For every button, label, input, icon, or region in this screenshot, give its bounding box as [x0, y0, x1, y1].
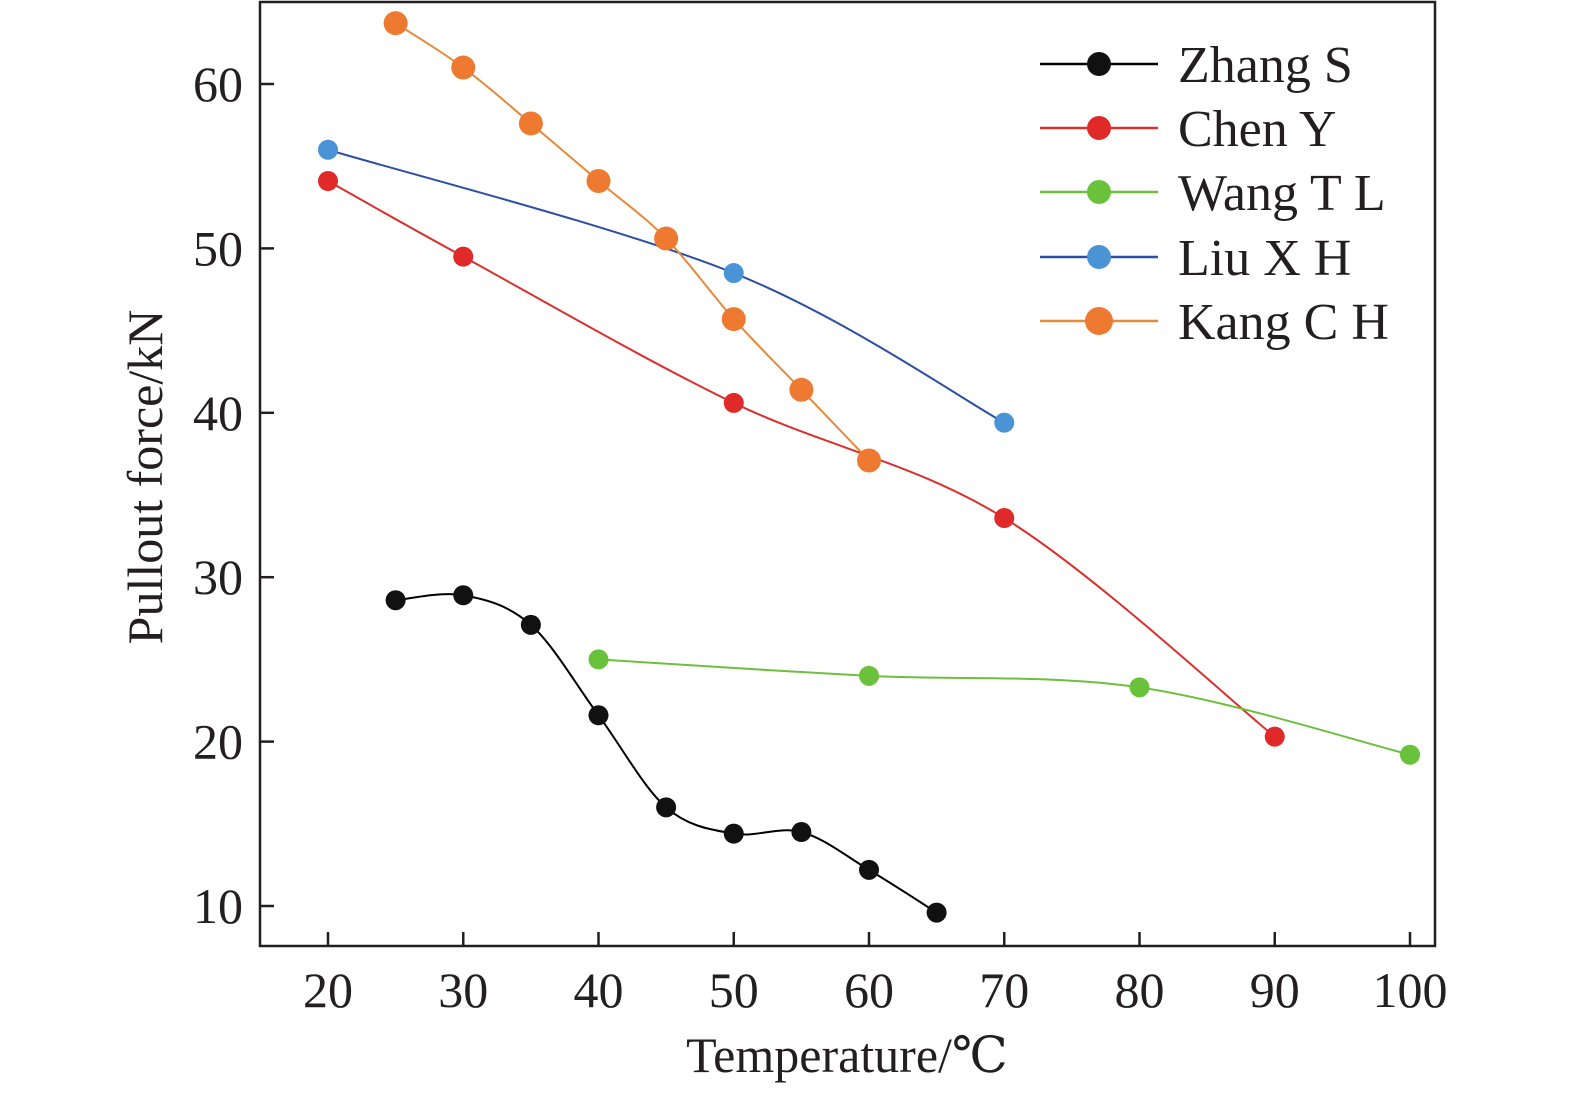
data-point: [518, 111, 543, 136]
data-point: [926, 902, 947, 923]
x-tick-label: 70: [979, 962, 1029, 1018]
data-point: [721, 307, 746, 332]
x-axis-title: Temperature/℃: [686, 1027, 1008, 1083]
x-tick-label: 60: [844, 962, 894, 1018]
data-point: [1400, 744, 1420, 765]
x-tick-label: 20: [303, 962, 353, 1018]
series-wang-t-l: [588, 649, 1420, 765]
y-tick-label: 10: [193, 878, 243, 934]
data-point: [654, 226, 679, 251]
legend-marker: [1087, 52, 1111, 76]
y-tick-label: 50: [193, 220, 243, 276]
legend-label: Chen Y: [1178, 101, 1336, 158]
y-axis-title: Pullout force/kN: [117, 310, 173, 645]
legend-item: Wang T L: [1040, 165, 1386, 222]
x-tick-label: 100: [1373, 962, 1448, 1018]
data-point: [318, 139, 338, 160]
data-point: [453, 585, 474, 606]
data-point: [586, 168, 611, 193]
data-point: [994, 412, 1015, 433]
legend-item: Liu X H: [1040, 230, 1351, 287]
data-point: [857, 448, 881, 473]
legend-item: Zhang S: [1040, 37, 1353, 94]
data-point: [994, 508, 1015, 529]
data-point: [859, 859, 879, 880]
legend-marker: [1087, 116, 1111, 140]
data-point: [859, 665, 879, 686]
data-point: [451, 55, 476, 80]
data-point: [791, 822, 812, 843]
legend-item: Chen Y: [1040, 101, 1336, 158]
legend-marker: [1085, 307, 1113, 335]
series-chen-y: [318, 170, 1285, 747]
legend-marker: [1087, 245, 1111, 269]
series-line: [327, 148, 1005, 424]
data-point: [588, 705, 609, 726]
legend-marker: [1087, 180, 1111, 204]
x-tick-label: 90: [1250, 962, 1300, 1018]
y-tick-label: 30: [193, 549, 243, 605]
series-line: [327, 180, 1276, 738]
series-line: [598, 658, 1411, 756]
data-point: [318, 170, 338, 191]
data-point: [588, 649, 609, 670]
y-tick-label: 20: [193, 714, 243, 770]
y-axis: 10 20 30 40 50 60: [193, 56, 274, 934]
data-point: [453, 246, 474, 267]
data-point: [723, 263, 744, 284]
legend-label: Liu X H: [1178, 230, 1351, 287]
x-axis: 20 30 40 50 60 70 80 90 100: [303, 932, 1448, 1018]
data-point: [520, 614, 541, 635]
x-tick-label: 40: [574, 962, 624, 1018]
series-layer: [318, 11, 1420, 923]
data-point: [385, 590, 406, 611]
x-tick-label: 30: [438, 962, 488, 1018]
data-point: [656, 797, 677, 818]
plot-frame: [258, 0, 1437, 948]
series-line: [395, 593, 938, 914]
legend-label: Wang T L: [1178, 165, 1386, 222]
x-tick-label: 50: [709, 962, 759, 1018]
x-tick-label: 80: [1115, 962, 1165, 1018]
data-point: [789, 377, 814, 402]
y-tick-label: 60: [193, 56, 243, 112]
series-kang-c-h: [383, 11, 881, 473]
legend-label: Zhang S: [1178, 37, 1353, 94]
data-point: [1129, 677, 1150, 698]
series-zhang-s: [385, 585, 947, 923]
legend: Zhang S Chen Y Wang T L Liu X H Kang C H: [1040, 37, 1389, 351]
data-point: [723, 823, 744, 844]
legend-item: Kang C H: [1040, 294, 1389, 351]
data-point: [723, 392, 744, 413]
legend-label: Kang C H: [1178, 294, 1389, 351]
data-point: [1264, 726, 1285, 747]
data-point: [383, 11, 408, 36]
y-tick-label: 40: [193, 385, 243, 441]
series-liu-x-h: [318, 139, 1015, 433]
